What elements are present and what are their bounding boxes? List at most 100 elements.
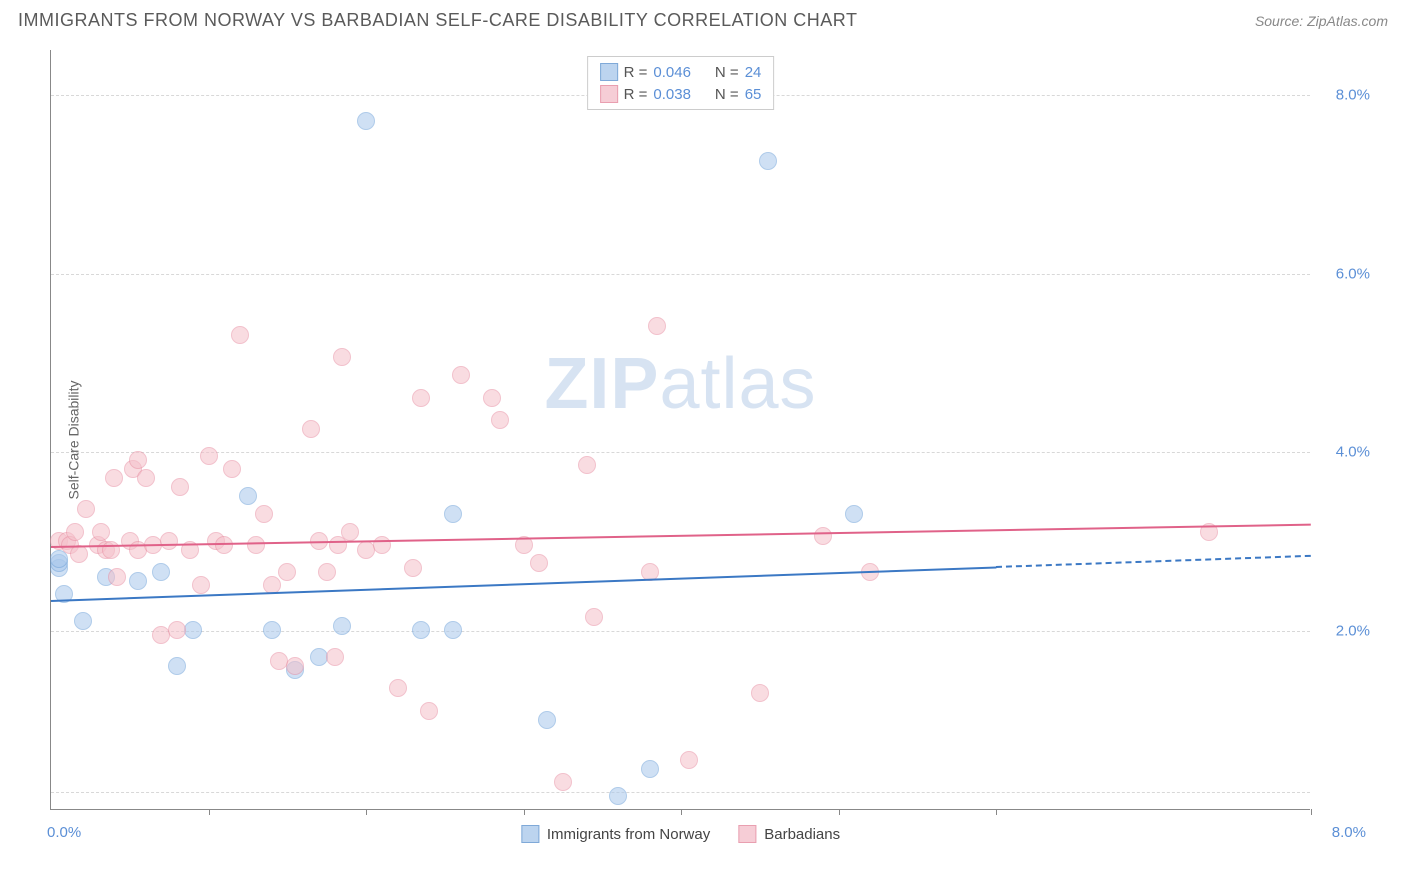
x-tick — [681, 809, 682, 815]
data-point — [247, 536, 265, 554]
x-tick — [209, 809, 210, 815]
y-tick-label: 8.0% — [1336, 86, 1370, 103]
r-value-0: 0.046 — [653, 64, 691, 81]
data-point — [845, 505, 863, 523]
data-point — [412, 389, 430, 407]
trend-line-1 — [51, 524, 1311, 548]
gridline — [51, 452, 1310, 453]
data-point — [171, 478, 189, 496]
data-point — [814, 527, 832, 545]
swatch-series-0 — [600, 63, 618, 81]
data-point — [137, 469, 155, 487]
swatch-series-1 — [600, 85, 618, 103]
legend-item-0: Immigrants from Norway — [521, 825, 710, 843]
r-label-0: R = — [624, 64, 648, 81]
watermark: ZIPatlas — [544, 343, 816, 425]
data-point — [751, 684, 769, 702]
data-point — [412, 621, 430, 639]
gridline — [51, 792, 1310, 793]
n-label-0: N = — [715, 64, 739, 81]
data-point — [648, 317, 666, 335]
data-point — [129, 572, 147, 590]
r-label-1: R = — [624, 86, 648, 103]
n-value-1: 65 — [745, 86, 762, 103]
data-point — [318, 563, 336, 581]
data-point — [530, 554, 548, 572]
data-point — [585, 608, 603, 626]
y-tick-label: 4.0% — [1336, 444, 1370, 461]
source-attribution: Source: ZipAtlas.com — [1255, 13, 1388, 29]
data-point — [759, 152, 777, 170]
data-point — [160, 532, 178, 550]
legend-swatch-0 — [521, 825, 539, 843]
y-tick-label: 6.0% — [1336, 265, 1370, 282]
data-point — [92, 523, 110, 541]
plot-area: ZIPatlas R = 0.046 N = 24 R = 0.038 N = … — [50, 50, 1310, 810]
data-point — [184, 621, 202, 639]
data-point — [680, 751, 698, 769]
data-point — [108, 568, 126, 586]
data-point — [168, 657, 186, 675]
gridline — [51, 274, 1310, 275]
data-point — [444, 505, 462, 523]
n-label-1: N = — [715, 86, 739, 103]
x-axis-min-label: 0.0% — [47, 824, 81, 841]
data-point — [239, 487, 257, 505]
x-tick — [1311, 809, 1312, 815]
data-point — [452, 366, 470, 384]
legend-label-0: Immigrants from Norway — [547, 826, 710, 843]
data-point — [77, 500, 95, 518]
legend-item-1: Barbadians — [738, 825, 840, 843]
data-point — [129, 451, 147, 469]
data-point — [102, 541, 120, 559]
y-tick-label: 2.0% — [1336, 623, 1370, 640]
data-point — [483, 389, 501, 407]
chart-title: IMMIGRANTS FROM NORWAY VS BARBADIAN SELF… — [18, 10, 857, 31]
data-point — [554, 773, 572, 791]
r-value-1: 0.038 — [653, 86, 691, 103]
stats-row-0: R = 0.046 N = 24 — [600, 61, 762, 83]
watermark-light: atlas — [659, 344, 816, 424]
data-point — [223, 460, 241, 478]
data-point — [341, 523, 359, 541]
data-point — [302, 420, 320, 438]
data-point — [231, 326, 249, 344]
watermark-bold: ZIP — [544, 344, 659, 424]
data-point — [609, 787, 627, 805]
data-point — [326, 648, 344, 666]
data-point — [192, 576, 210, 594]
data-point — [641, 760, 659, 778]
stats-legend: R = 0.046 N = 24 R = 0.038 N = 65 — [587, 56, 775, 110]
legend-label-1: Barbadians — [764, 826, 840, 843]
data-point — [333, 348, 351, 366]
x-tick — [839, 809, 840, 815]
data-point — [278, 563, 296, 581]
x-axis-max-label: 8.0% — [1332, 824, 1366, 841]
x-tick — [996, 809, 997, 815]
trend-line-dashed-0 — [996, 555, 1311, 568]
data-point — [420, 702, 438, 720]
data-point — [255, 505, 273, 523]
data-point — [286, 657, 304, 675]
legend-swatch-1 — [738, 825, 756, 843]
data-point — [263, 621, 281, 639]
data-point — [66, 523, 84, 541]
data-point — [404, 559, 422, 577]
data-point — [215, 536, 233, 554]
data-point — [373, 536, 391, 554]
data-point — [389, 679, 407, 697]
x-tick — [524, 809, 525, 815]
data-point — [578, 456, 596, 474]
data-point — [444, 621, 462, 639]
data-point — [200, 447, 218, 465]
data-point — [152, 563, 170, 581]
data-point — [491, 411, 509, 429]
data-point — [70, 545, 88, 563]
series-legend: Immigrants from Norway Barbadians — [521, 825, 840, 843]
data-point — [538, 711, 556, 729]
data-point — [333, 617, 351, 635]
n-value-0: 24 — [745, 64, 762, 81]
data-point — [105, 469, 123, 487]
x-tick — [366, 809, 367, 815]
stats-row-1: R = 0.038 N = 65 — [600, 83, 762, 105]
